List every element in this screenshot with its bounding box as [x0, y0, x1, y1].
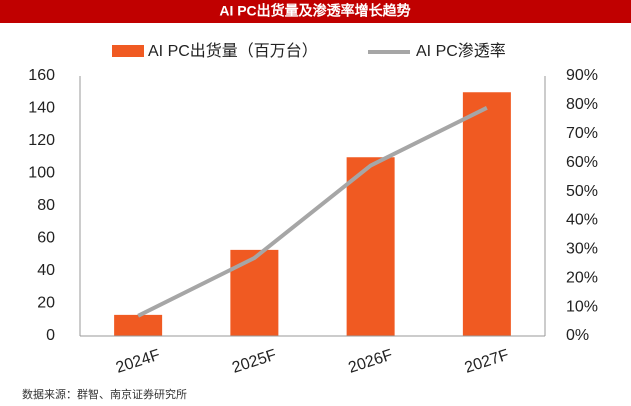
y-tick-label: 60	[37, 230, 55, 247]
x-tick-label: 2025F	[230, 347, 279, 377]
y-tick-label: 80	[37, 197, 55, 214]
source-note: 数据来源：群智、南京证券研究所	[22, 387, 187, 401]
y2-tick-label: 50%	[566, 183, 598, 200]
chart-title: AI PC出货量及渗透率增长趋势	[219, 3, 410, 19]
legend-label: AI PC出货量（百万台）	[148, 42, 318, 60]
y2-tick-label: 20%	[566, 269, 598, 286]
y2-tick-label: 30%	[566, 241, 598, 258]
bar	[462, 92, 511, 336]
legend-swatch	[112, 45, 144, 57]
x-tick-label: 2026F	[346, 347, 395, 377]
y2-tick-label: 10%	[566, 298, 598, 315]
x-tick-label: 2024F	[114, 347, 163, 377]
y-tick-label: 20	[37, 295, 55, 312]
line-series	[137, 105, 488, 318]
title-bar	[0, 0, 631, 23]
bar	[114, 314, 163, 336]
bar	[346, 157, 395, 336]
y2-tick-label: 80%	[566, 96, 598, 113]
y-tick-label: 160	[28, 67, 55, 84]
y-tick-label: 120	[28, 132, 55, 149]
x-tick-label: 2027F	[463, 347, 512, 377]
y-tick-label: 100	[28, 165, 55, 182]
y2-tick-label: 40%	[566, 212, 598, 229]
y2-tick-label: 60%	[566, 154, 598, 171]
y2-tick-label: 0%	[566, 327, 589, 344]
y-tick-label: 40	[37, 262, 55, 279]
y2-tick-label: 70%	[566, 125, 598, 142]
legend-label: AI PC渗透率	[416, 42, 506, 60]
y-tick-label: 0	[46, 327, 55, 344]
bar	[230, 249, 279, 336]
y-tick-label: 140	[28, 100, 55, 117]
y2-tick-label: 90%	[566, 67, 598, 84]
